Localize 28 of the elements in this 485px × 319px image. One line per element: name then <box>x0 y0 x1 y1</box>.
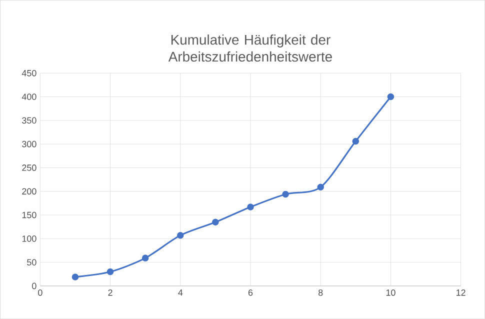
point <box>106 268 114 276</box>
y-tick-label: 0 <box>32 282 36 290</box>
y-tick-label: 50 <box>27 259 36 266</box>
chart-title: Kumulative Häufigkeit der Arbeitszufriedenheitswerte <box>168 34 332 62</box>
y-tick-label: 350 <box>22 117 36 124</box>
point <box>317 184 324 190</box>
x-tick-label: 10 <box>386 289 396 296</box>
point <box>142 254 149 262</box>
x-tick-label: 12 <box>456 289 466 296</box>
point <box>247 204 254 210</box>
y-tick-label: 100 <box>22 235 36 242</box>
point <box>387 93 394 100</box>
y-tick-label: 200 <box>22 188 36 194</box>
y-tick-label: 150 <box>22 212 36 218</box>
x-tick-label: 8 <box>318 289 323 296</box>
point <box>352 138 360 145</box>
y-tick-label: 250 <box>22 164 36 171</box>
y-tick-label: 400 <box>22 94 36 100</box>
x-tick-label: 2 <box>108 289 112 296</box>
x-tick-label: 4 <box>178 289 183 296</box>
point <box>177 232 184 239</box>
point <box>72 274 79 280</box>
y-tick-label: 300 <box>22 140 36 148</box>
y-tick-label: 450 <box>22 70 36 76</box>
point <box>212 218 219 226</box>
point <box>282 190 289 198</box>
x-tick-label: 0 <box>38 289 42 296</box>
x-tick-label: 6 <box>248 289 253 296</box>
